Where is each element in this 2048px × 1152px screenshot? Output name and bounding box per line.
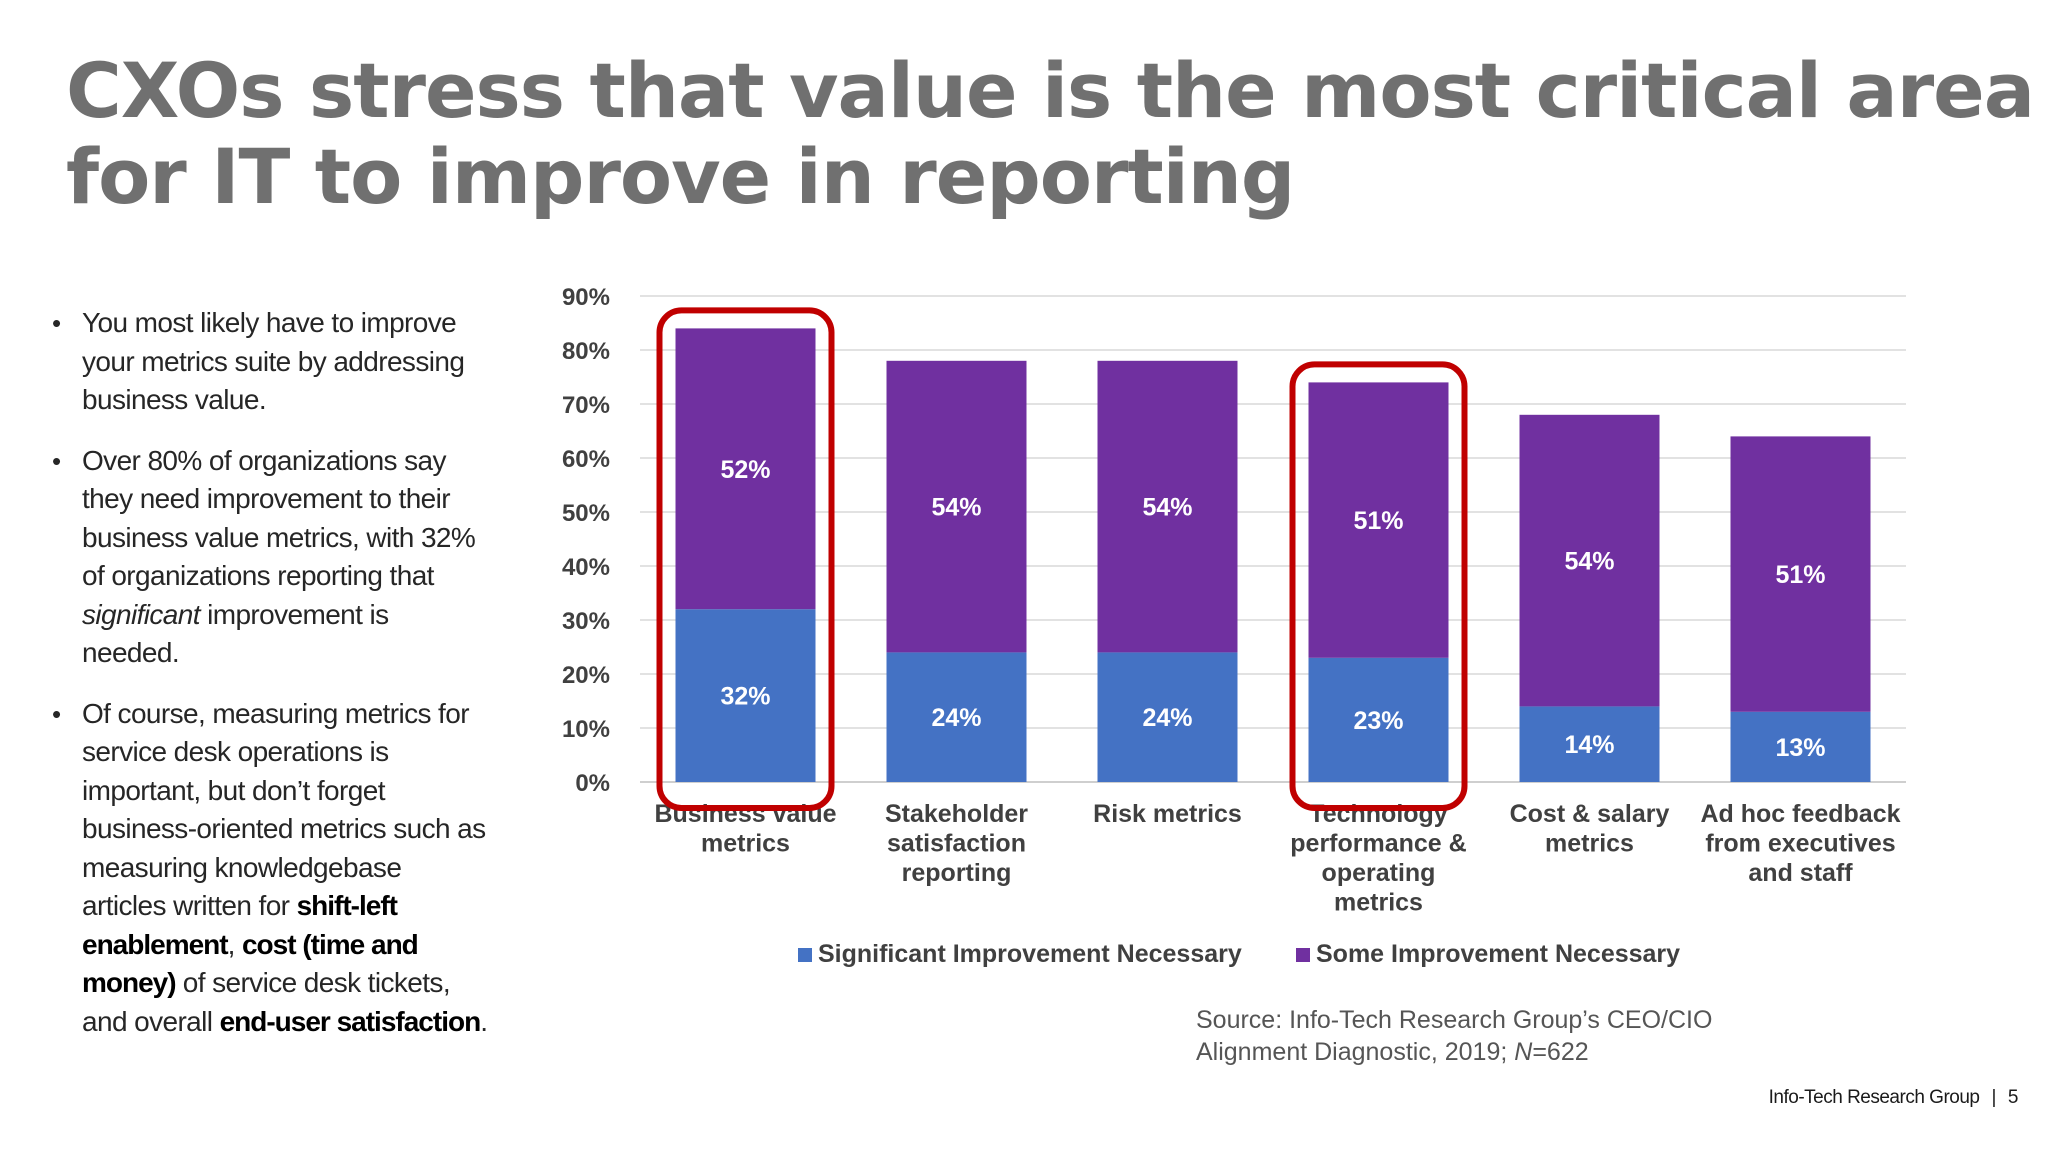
- bullet-item: • Over 80% of organizations say they nee…: [48, 442, 488, 673]
- bullet-emphasis: significant: [82, 598, 201, 630]
- bullet-strong-shift-left: shift-left enablement: [82, 890, 398, 960]
- y-tick-label: 70%: [562, 392, 610, 419]
- bar-significant: [1730, 711, 1871, 782]
- bullet-text: .: [480, 1005, 488, 1037]
- y-tick-label: 90%: [562, 284, 610, 311]
- bar-significant: [1097, 652, 1238, 782]
- y-tick-label: 80%: [562, 338, 610, 365]
- bullet-strong-cost: cost (time and money): [82, 928, 419, 999]
- x-category-label: and staff: [1748, 859, 1853, 887]
- legend-item-some: Some Improvement Necessary: [1296, 940, 1680, 969]
- highlight-box: [656, 307, 835, 812]
- bullet-text: improvement is needed.: [82, 598, 389, 669]
- x-category-label: Stakeholder: [885, 800, 1028, 828]
- bullet-dot-icon: •: [52, 308, 61, 338]
- legend-swatch: [798, 947, 812, 962]
- source-text: =622: [1532, 1038, 1589, 1066]
- x-category-label: metrics: [701, 830, 790, 858]
- x-category-label: from executives: [1705, 830, 1895, 858]
- source-line-1: Source: Info-Tech Research Group’s CEO/C…: [1196, 1006, 1713, 1034]
- x-category-label: reporting: [902, 859, 1012, 887]
- x-category-label: performance &: [1290, 830, 1466, 858]
- footer: Info-Tech Research Group | 5: [1768, 1087, 2019, 1109]
- bar-significant: [1519, 706, 1660, 782]
- data-label: 54%: [1142, 494, 1192, 522]
- data-label: 51%: [1353, 507, 1403, 535]
- bullet-item: • You most likely have to improve your m…: [48, 304, 488, 420]
- bar-some: [1308, 382, 1449, 658]
- bullet-dot-icon: •: [52, 445, 61, 476]
- y-tick-label: 60%: [562, 446, 610, 473]
- source-n: N: [1514, 1038, 1533, 1066]
- data-label: 24%: [1142, 704, 1192, 732]
- bar-some: [1730, 436, 1871, 712]
- x-category-label: Cost & salary: [1510, 800, 1670, 828]
- source-line-2: Alignment Diagnostic, 2019; N=622: [1196, 1036, 1712, 1068]
- bullet-text: ,: [227, 928, 242, 960]
- bar-some: [1519, 414, 1660, 707]
- data-label: 52%: [720, 456, 770, 484]
- bar-significant: [675, 609, 816, 782]
- data-label: 32%: [720, 683, 770, 711]
- y-tick-label: 30%: [562, 608, 610, 635]
- x-category-label: operating: [1322, 859, 1436, 887]
- legend-label: Some Improvement Necessary: [1316, 940, 1681, 968]
- y-tick-label: 20%: [562, 662, 610, 689]
- y-tick-label: 10%: [562, 716, 610, 743]
- stacked-bar-chart: 0% 10% 20% 30% 40% 50% 60% 70% 80% 90% 32% 52% Busin…: [562, 284, 1906, 917]
- legend-item-significant: Significant Improvement Necessary: [798, 940, 1242, 969]
- bullet-text: Over 80% of organizations say they need …: [82, 444, 476, 592]
- bar-some: [675, 328, 816, 610]
- source-text: Alignment Diagnostic, 2019;: [1196, 1038, 1515, 1066]
- bullet-text: Of course, measuring metrics for service…: [82, 697, 486, 922]
- title-line-2: for IT to improve in reporting: [66, 132, 1295, 221]
- x-category-label: Business value: [654, 800, 836, 828]
- bullet-text: You most likely have to improve your met…: [82, 307, 465, 415]
- bar-significant: [1308, 657, 1449, 782]
- page-number: 5: [2007, 1087, 2019, 1108]
- bullet-text: of service desk tickets, and overall: [82, 967, 451, 1037]
- data-label: 54%: [1564, 548, 1614, 576]
- y-tick-label: 0%: [575, 770, 610, 797]
- legend-swatch: [1296, 947, 1310, 962]
- x-category-label: satisfaction: [887, 830, 1026, 858]
- legend-label: Significant Improvement Necessary: [818, 940, 1242, 968]
- data-label: 14%: [1564, 731, 1614, 759]
- bar-some: [1097, 360, 1238, 653]
- bar-significant: [886, 652, 1027, 782]
- x-category-label: Technology: [1309, 800, 1448, 828]
- bullet-item: • Of course, measuring metrics for servi…: [48, 695, 488, 1042]
- title-line-1: CXOs stress that value is the most criti…: [66, 46, 2035, 135]
- data-label: 54%: [931, 494, 981, 522]
- chart-legend: Significant Improvement Necessary Some I…: [0, 940, 2048, 980]
- x-category-label: metrics: [1334, 889, 1423, 917]
- data-label: 13%: [1775, 734, 1825, 762]
- footer-separator: |: [1991, 1087, 1996, 1108]
- bullet-list: • You most likely have to improve your m…: [48, 304, 488, 1063]
- data-label: 51%: [1775, 561, 1825, 589]
- x-category-label: metrics: [1545, 830, 1634, 858]
- x-category-label: Ad hoc feedback: [1700, 800, 1900, 828]
- x-category-label: Risk metrics: [1093, 800, 1242, 828]
- source-note: Source: Info-Tech Research Group’s CEO/C…: [1196, 1004, 1712, 1068]
- y-tick-label: 40%: [562, 554, 610, 581]
- bullet-strong-satisfaction: end-user satisfaction: [219, 1005, 482, 1037]
- footer-brand: Info-Tech Research Group: [1768, 1087, 1980, 1108]
- y-tick-label: 50%: [562, 500, 610, 527]
- data-label: 23%: [1353, 707, 1403, 735]
- highlight-box: [1289, 361, 1468, 812]
- data-label: 24%: [931, 704, 981, 732]
- page-title: CXOs stress that value is the most criti…: [66, 46, 2035, 221]
- bar-some: [886, 360, 1027, 653]
- bullet-dot-icon: •: [52, 698, 61, 729]
